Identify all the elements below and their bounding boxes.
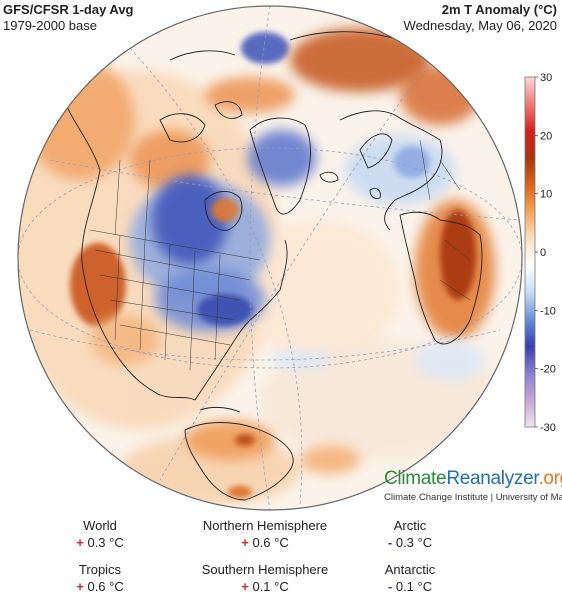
- colorbar-tick-label: 10: [540, 189, 552, 201]
- stat-tropics: Tropics + 0.6 °C: [60, 561, 140, 595]
- stat-tropics-name: Tropics: [78, 562, 122, 577]
- logo-org: .org: [538, 468, 562, 489]
- variable-title: 2m T Anomaly (°C): [441, 2, 557, 17]
- colorbar-tick-label: 30: [540, 72, 552, 84]
- colorbar-tick-label: -30: [540, 422, 556, 434]
- colorbar-tick-label: 0: [540, 247, 546, 259]
- logo-reanalyzer: Reanalyzer: [446, 468, 539, 489]
- stat-world-value: 0.3 °C: [87, 535, 124, 550]
- coastlines: [59, 31, 483, 501]
- stat-sh-sign: +: [241, 579, 249, 594]
- stat-southern-hemisphere: Southern Hemisphere + 0.1 °C: [180, 561, 350, 595]
- stat-northern-hemisphere: Northern Hemisphere + 0.6 °C: [180, 517, 350, 551]
- baseline-period: 1979-2000 base: [3, 18, 97, 33]
- stat-tropics-sign: +: [76, 579, 84, 594]
- stat-tropics-value: 0.6 °C: [87, 579, 124, 594]
- stat-antarctic-value: 0.1 °C: [395, 579, 433, 594]
- stat-arctic: Arctic - 0.3 °C: [370, 517, 450, 551]
- header-left: GFS/CFSR 1-day Avg 1979-2000 base: [3, 2, 134, 34]
- stat-sh-value: 0.1 °C: [252, 579, 289, 594]
- colorbar-ticks: 30 20 10 0 -10 -20 -30: [535, 72, 556, 434]
- stat-nh-value: 0.6 °C: [252, 535, 289, 550]
- stat-arctic-value: 0.3 °C: [395, 535, 433, 550]
- header-right: 2m T Anomaly (°C) Wednesday, May 06, 202…: [404, 2, 557, 34]
- institution-credit: Climate Change Institute | University of…: [384, 492, 562, 503]
- logo-climate: Climate: [384, 468, 447, 489]
- stat-antarctic-name: Antarctic: [384, 562, 436, 577]
- globe: [17, 5, 523, 511]
- map-date: Wednesday, May 06, 2020: [403, 18, 557, 33]
- globe-outline: [17, 5, 523, 511]
- stat-arctic-sign: -: [387, 535, 393, 550]
- stat-nh-name: Northern Hemisphere: [202, 518, 328, 533]
- colorbar-ramp: [524, 76, 536, 428]
- stat-antarctic: Antarctic - 0.1 °C: [370, 561, 450, 595]
- stat-sh-name: Southern Hemisphere: [201, 562, 329, 577]
- stat-world-sign: +: [76, 535, 84, 550]
- anomaly-field: [18, 6, 522, 510]
- stat-arctic-name: Arctic: [393, 518, 427, 533]
- brand-block: ClimateReanalyzer.org Climate Change Ins…: [384, 468, 562, 503]
- colorbar-tick-label: 20: [540, 130, 552, 142]
- stat-antarctic-sign: -: [387, 579, 393, 594]
- stat-world-name: World: [83, 518, 117, 533]
- stat-nh-sign: +: [241, 535, 249, 550]
- product-title: GFS/CFSR 1-day Avg: [3, 2, 134, 17]
- stat-world: World + 0.3 °C: [60, 517, 140, 551]
- colorbar: 30 20 10 0 -10 -20 -30: [524, 72, 556, 434]
- admin-borders: [89, 139, 471, 371]
- colorbar-tick-label: -20: [540, 364, 556, 376]
- climate-reanalyzer-logo[interactable]: ClimateReanalyzer.org: [384, 468, 562, 490]
- colorbar-tick-label: -10: [540, 305, 556, 317]
